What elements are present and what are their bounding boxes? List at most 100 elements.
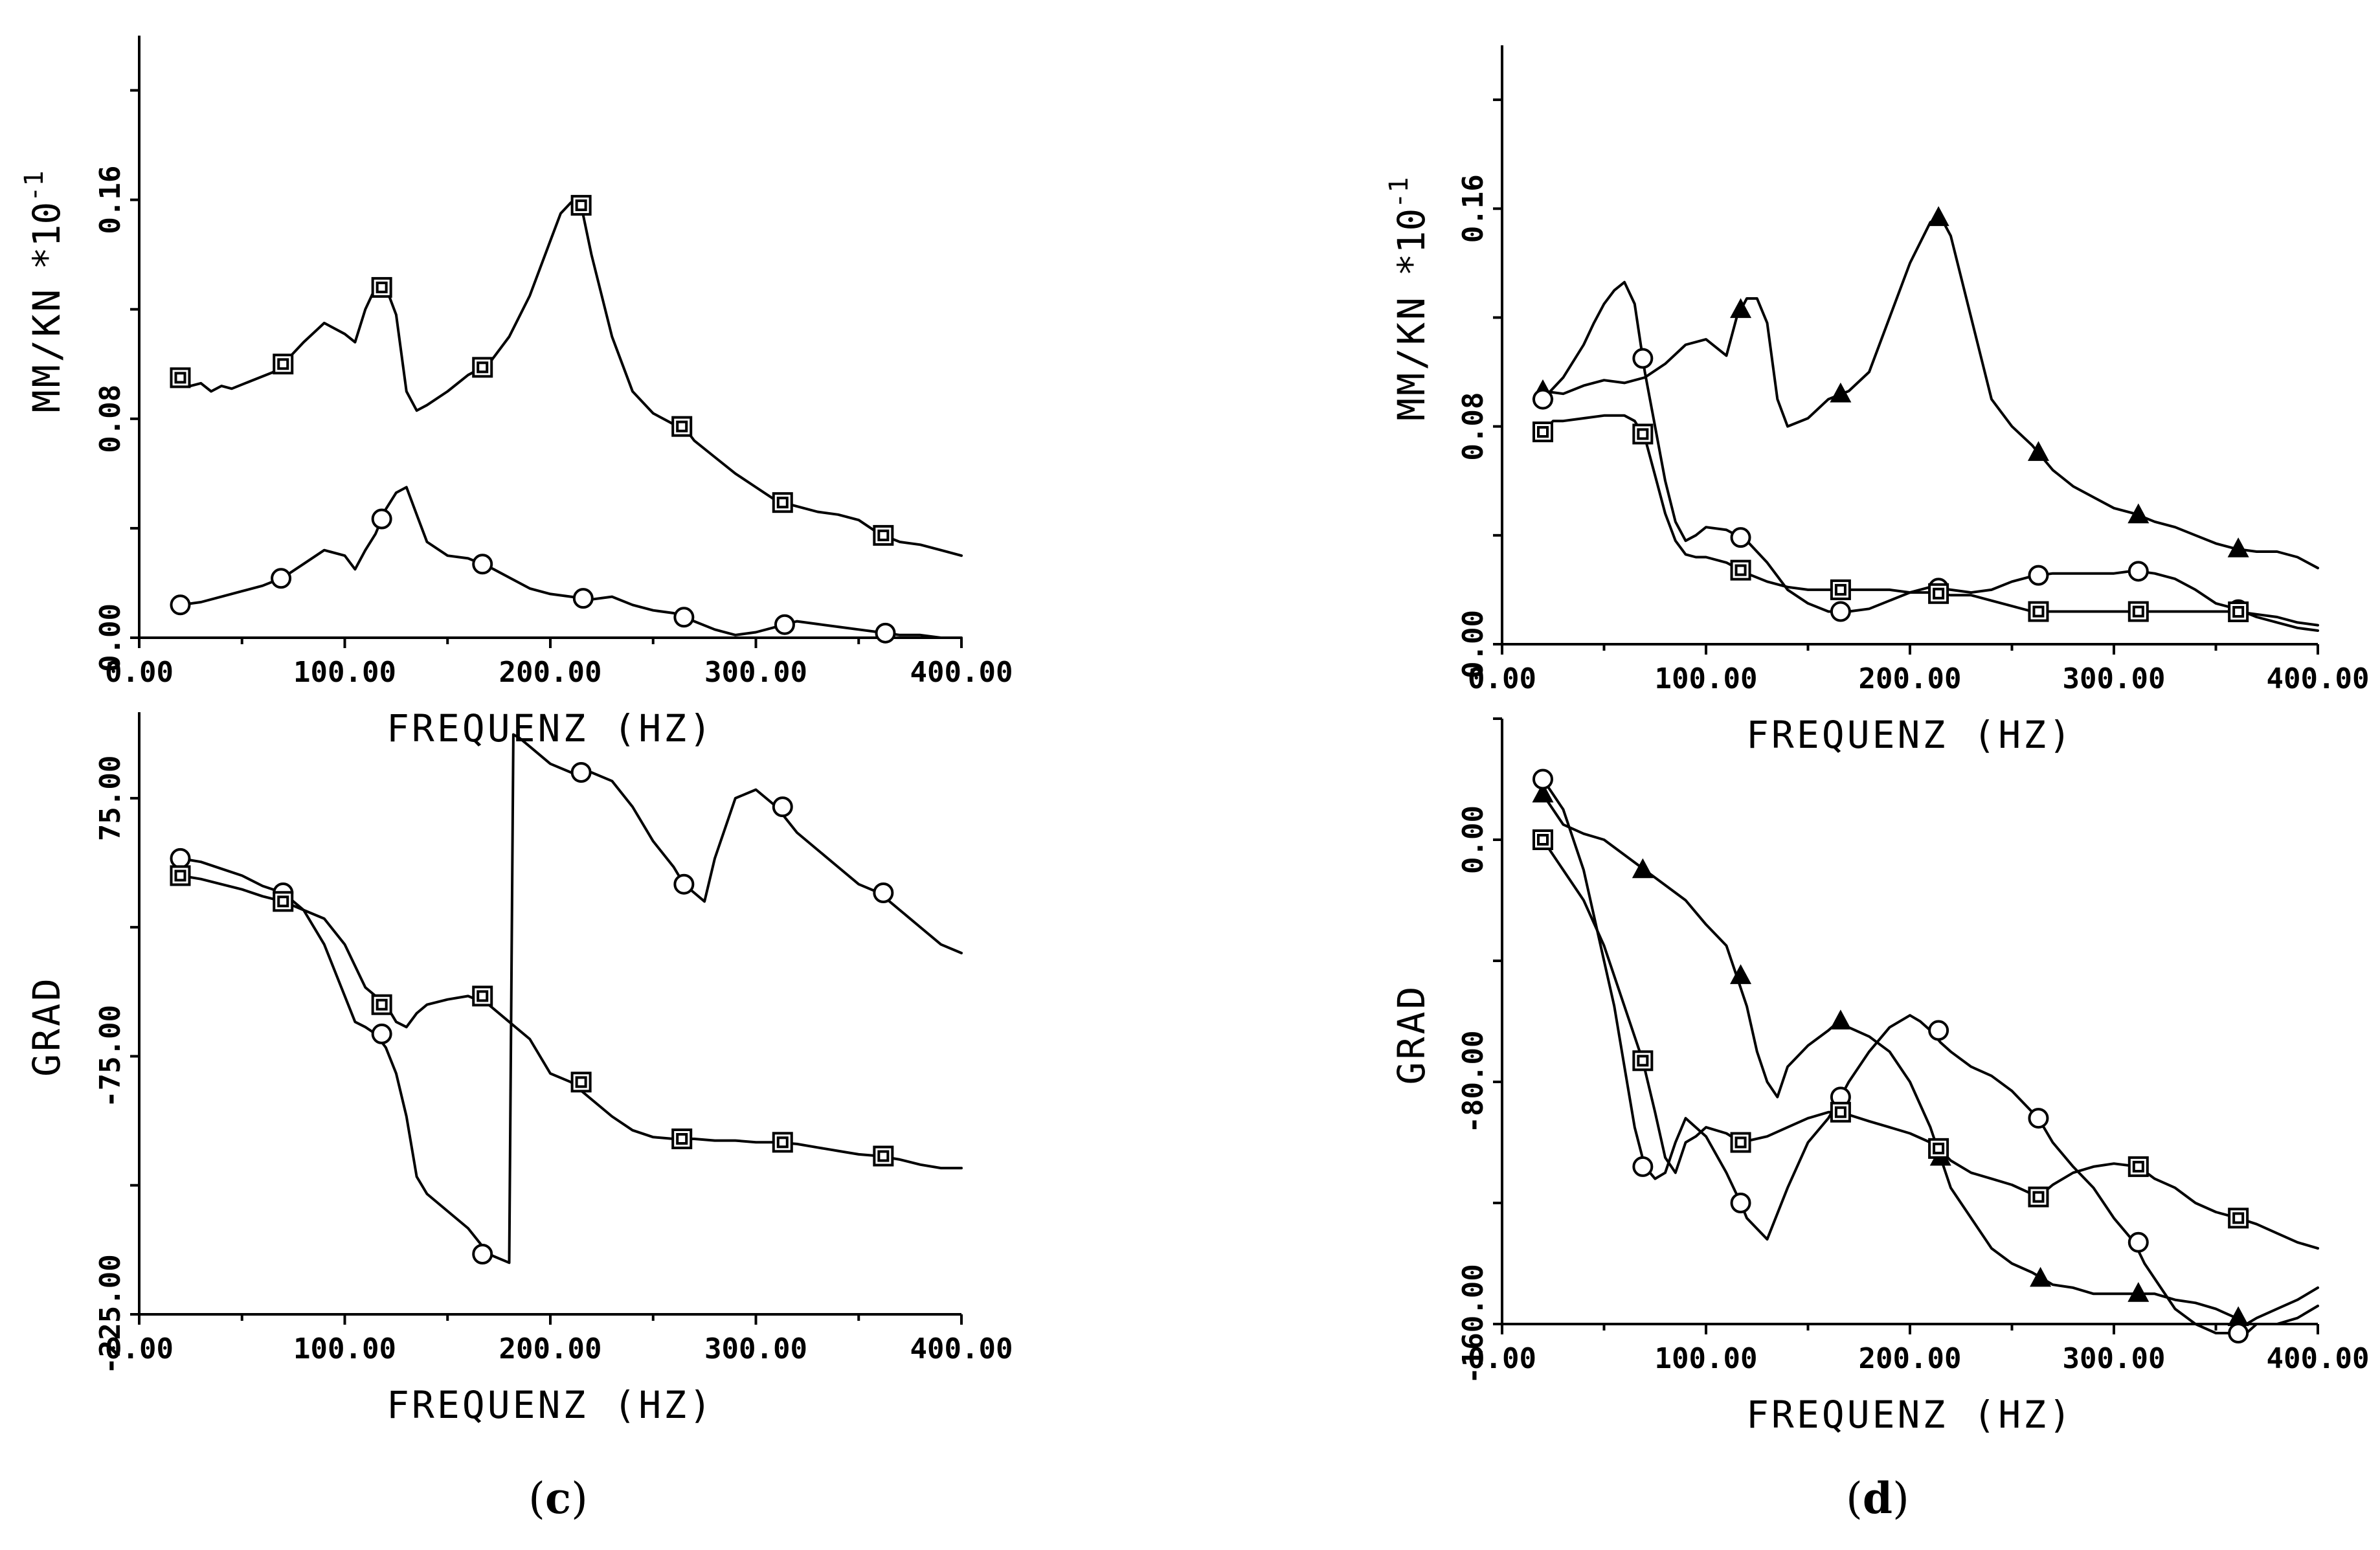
marker-square [2127, 1156, 2149, 1177]
marker-circle [673, 873, 695, 895]
marker-square [1632, 1050, 1654, 1072]
marker-square [371, 276, 392, 298]
marker-square [371, 994, 392, 1015]
marker-square [570, 1072, 592, 1093]
y-axis-title: MM/KN [1389, 295, 1433, 421]
x-tick-label: 400.00 [2267, 662, 2370, 695]
y-tick-label: 0.16 [1457, 174, 1490, 243]
x-tick-label: 300.00 [2063, 1342, 2166, 1375]
marker-circle [1830, 601, 1851, 622]
x-tick-label: 300.00 [2063, 662, 2166, 695]
marker-triangle [2127, 1282, 2150, 1302]
marker-circle [2228, 1323, 2249, 1344]
marker-square [170, 865, 191, 886]
series-line-square [179, 874, 963, 1170]
y-tick-label: -160.00 [1457, 1264, 1490, 1384]
marker-circle [1632, 348, 1654, 369]
series-line-circle [1542, 280, 2319, 632]
marker-triangle [1632, 858, 1654, 879]
panel-label-c: (c) [528, 1473, 588, 1523]
marker-square [2228, 601, 2249, 622]
marker-square [1830, 579, 1851, 600]
marker-square [472, 357, 493, 378]
marker-circle [1928, 1020, 1949, 1041]
marker-circle [1532, 388, 1553, 410]
marker-circle [271, 568, 292, 589]
x-tick-label: 200.00 [1859, 1342, 1962, 1375]
y-multiplier: *10-1 [19, 171, 69, 270]
marker-square [170, 367, 191, 388]
marker-square [772, 492, 793, 513]
chart-c-top: 0.00 100.00 200.00 300.00 400.00 0.00 0.08 0.16… [19, 36, 1013, 750]
marker-circle [2028, 565, 2049, 586]
marker-square [873, 1145, 894, 1167]
x-tick-label: 300.00 [704, 1332, 807, 1365]
marker-circle [2028, 1108, 2049, 1129]
marker-square [1632, 423, 1654, 445]
marker-circle [371, 508, 392, 530]
marker-circle [875, 622, 896, 644]
marker-circle [2127, 1231, 2149, 1253]
marker-circle [2127, 561, 2149, 582]
x-axis-title: FREQUENZ (HZ) [387, 1383, 714, 1427]
marker-square [1928, 1138, 1949, 1159]
marker-circle [1730, 1193, 1751, 1213]
marker-square [873, 524, 894, 546]
marker-square [1730, 559, 1751, 581]
y-axis-title: MM/KN [25, 287, 69, 413]
marker-square [2028, 601, 2049, 622]
marker-circle [1532, 769, 1553, 790]
marker-triangle [2127, 503, 2150, 524]
marker-square [472, 985, 493, 1007]
y-tick-label: 0.08 [1457, 392, 1490, 461]
x-tick-label: 0.00 [105, 1332, 174, 1365]
marker-circle [873, 882, 894, 903]
marker-triangle [1830, 1009, 1852, 1029]
x-tick-label: 300.00 [704, 656, 807, 689]
marker-square [2127, 601, 2149, 622]
x-tick-label: 0.00 [105, 656, 174, 689]
y-tick-label: -80.00 [1457, 1031, 1490, 1134]
marker-triangle [1730, 298, 1752, 319]
marker-circle [170, 594, 191, 616]
x-axis-title: FREQUENZ (HZ) [1746, 1393, 2074, 1437]
panel-label-d: (d) [1846, 1473, 1909, 1523]
marker-triangle [2030, 1266, 2052, 1287]
marker-circle [371, 1023, 392, 1044]
marker-triangle [1830, 382, 1852, 403]
marker-square [671, 1128, 693, 1149]
y-tick-label: 0.00 [94, 603, 127, 672]
marker-square [273, 354, 294, 375]
marker-circle [774, 614, 795, 635]
chart-d-top: 0.00 100.00 200.00 300.00 400.00 0.00 0.08 0.16… [1384, 45, 2369, 757]
y-tick-label: -225.00 [94, 1254, 127, 1374]
marker-square [1532, 829, 1553, 850]
marker-circle [472, 554, 493, 575]
y-tick-label: 75.00 [94, 756, 127, 841]
marker-square [671, 416, 693, 437]
series-line-triangle [1542, 792, 2319, 1325]
x-tick-label: 100.00 [1655, 662, 1758, 695]
marker-triangle [2027, 441, 2049, 461]
x-axis-title: FREQUENZ (HZ) [1746, 713, 2074, 757]
x-tick-label: 100.00 [293, 1332, 396, 1365]
series-line-circle [179, 733, 963, 1264]
marker-circle [673, 607, 695, 628]
y-tick-label: 0.00 [1457, 610, 1490, 679]
marker-circle [772, 796, 793, 818]
marker-square [273, 891, 294, 912]
y-tick-label: 0.00 [1457, 805, 1490, 874]
x-axis-title: FREQUENZ (HZ) [387, 706, 714, 750]
marker-square [1730, 1132, 1751, 1153]
marker-circle [1632, 1156, 1654, 1177]
marker-triangle [1532, 782, 1554, 803]
y-tick-label: 0.16 [94, 166, 127, 234]
y-multiplier: *10-1 [1384, 177, 1433, 276]
marker-square [1830, 1101, 1851, 1123]
series-line-circle [179, 486, 963, 639]
marker-square [2228, 1207, 2249, 1229]
chart-d-bottom: 0.00 100.00 200.00 300.00 400.00 -160.00 -80.0… [1389, 717, 2369, 1437]
marker-square [570, 195, 592, 216]
y-tick-label: -75.00 [94, 1005, 127, 1108]
